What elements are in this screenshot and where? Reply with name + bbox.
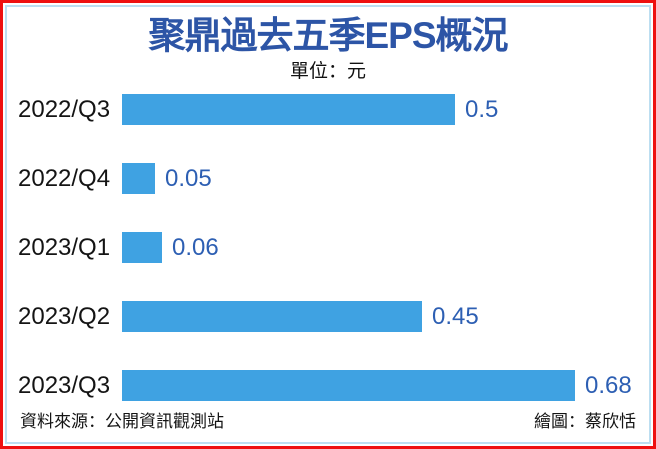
value-label: 0.06 [172, 233, 219, 261]
credit-label: 繪圖：蔡欣恬 [534, 412, 636, 431]
bar [122, 301, 422, 332]
category-label: 2022/Q4 [18, 164, 111, 192]
value-label: 0.68 [585, 371, 632, 399]
category-label: 2023/Q1 [18, 233, 111, 261]
value-label: 0.5 [465, 95, 499, 123]
chart-row: 2023/Q1 0.06 [18, 232, 638, 263]
category-label: 2023/Q2 [18, 302, 111, 330]
chart-row: 2022/Q4 0.05 [18, 163, 638, 194]
category-label: 2022/Q3 [18, 95, 111, 123]
footer: 資料來源：公開資訊觀測站 繪圖：蔡欣恬 [18, 407, 638, 436]
value-label: 0.45 [432, 302, 479, 330]
bar [122, 94, 455, 125]
eps-bar-chart: 2022/Q3 0.5 2022/Q4 0.05 2023/Q1 0.06 2023/Q2 0… [18, 94, 638, 407]
bar [122, 163, 155, 194]
bar [122, 232, 162, 263]
unit-label: 單位：元 [289, 61, 366, 82]
chart-row: 2022/Q3 0.5 [18, 94, 638, 125]
infographic-inner: 聚鼎過去五季EPS概況 單位：元 2022/Q3 0.5 2022/Q4 0.05 20… [5, 5, 651, 444]
source-label: 資料來源：公開資訊觀測站 [20, 412, 224, 431]
page-title: 聚鼎過去五季EPS概況 [148, 15, 508, 56]
value-label: 0.05 [165, 164, 212, 192]
chart-row: 2023/Q2 0.45 [18, 301, 638, 332]
category-label: 2023/Q3 [18, 371, 111, 399]
chart-row: 2023/Q3 0.68 [18, 370, 638, 401]
bar [122, 370, 575, 401]
